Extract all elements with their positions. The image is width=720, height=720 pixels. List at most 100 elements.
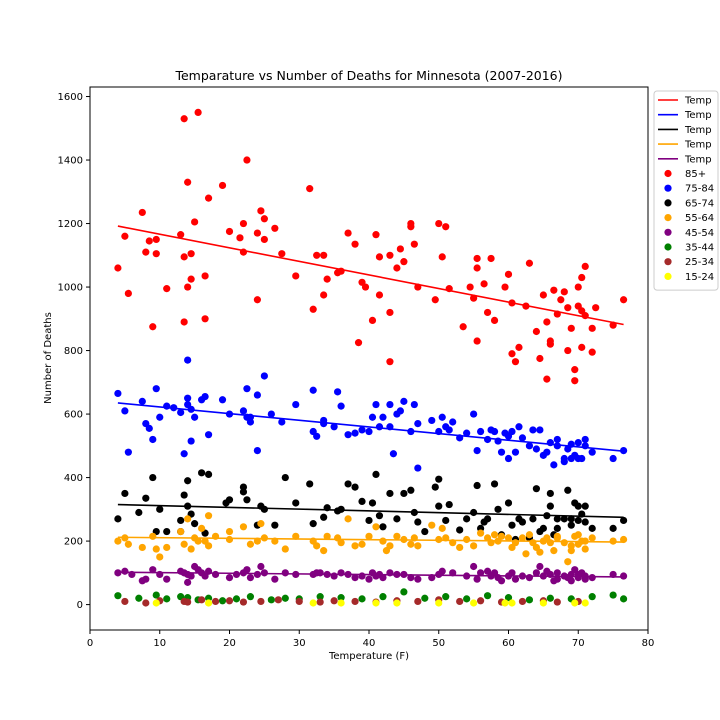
data-point xyxy=(316,569,324,577)
data-point xyxy=(191,218,199,226)
y-tick-label: 400 xyxy=(64,473,83,484)
data-point xyxy=(438,253,446,261)
data-point xyxy=(546,594,554,602)
y-tick-label: 200 xyxy=(64,537,83,548)
data-point xyxy=(564,346,572,355)
data-point xyxy=(204,542,213,550)
data-point xyxy=(553,569,561,577)
data-point xyxy=(184,178,192,186)
data-point xyxy=(163,575,171,583)
data-point xyxy=(149,323,157,331)
data-point xyxy=(400,397,408,405)
trend-line xyxy=(117,225,624,326)
data-point xyxy=(431,483,439,491)
data-point xyxy=(372,470,380,479)
data-point xyxy=(536,426,544,434)
data-point xyxy=(149,532,157,540)
data-point xyxy=(483,515,492,523)
data-point xyxy=(372,599,380,607)
data-point xyxy=(135,594,143,602)
data-point xyxy=(292,532,300,540)
data-point xyxy=(271,521,279,529)
data-point xyxy=(194,537,202,545)
data-point xyxy=(246,540,255,548)
data-point xyxy=(260,505,268,513)
data-point xyxy=(232,570,241,579)
data-point xyxy=(257,207,265,215)
data-point xyxy=(473,264,481,272)
data-point xyxy=(473,337,481,345)
data-point xyxy=(253,296,261,304)
data-point xyxy=(180,540,188,548)
x-tick-label: 80 xyxy=(642,638,655,649)
data-point xyxy=(438,413,446,421)
data-point xyxy=(330,597,338,605)
x-axis-label: Temperature (F) xyxy=(328,651,409,662)
data-point xyxy=(379,523,387,531)
data-point xyxy=(431,296,439,304)
data-point xyxy=(532,485,541,493)
data-point xyxy=(149,435,157,444)
data-point xyxy=(564,486,572,494)
data-point xyxy=(375,291,384,299)
data-point xyxy=(619,296,628,304)
data-point xyxy=(400,588,408,596)
data-point xyxy=(358,426,366,434)
data-point xyxy=(435,219,443,228)
data-point xyxy=(225,527,234,536)
data-point xyxy=(379,574,387,582)
data-point xyxy=(372,231,380,239)
data-point xyxy=(375,253,384,261)
chart-title: Temparature vs Number of Deaths for Minn… xyxy=(174,68,562,83)
data-point xyxy=(313,251,321,259)
data-point xyxy=(396,407,404,415)
y-axis-label: Number of Deaths xyxy=(43,312,54,404)
data-point xyxy=(619,572,628,580)
data-point xyxy=(553,598,561,606)
data-point xyxy=(149,566,157,574)
x-tick-label: 10 xyxy=(153,638,166,649)
legend: Temp Temp Temp Temp Temp 85+ 75-84 65-74 55-64 45… xyxy=(653,90,719,291)
data-point xyxy=(463,429,471,437)
data-point xyxy=(414,542,422,550)
data-point xyxy=(330,423,338,431)
data-point xyxy=(518,597,527,606)
data-point xyxy=(386,308,394,317)
data-point xyxy=(177,527,185,536)
data-point xyxy=(470,562,478,571)
data-point xyxy=(344,515,352,523)
data-point xyxy=(306,480,314,488)
data-point xyxy=(309,305,317,313)
data-point xyxy=(550,461,558,469)
data-point xyxy=(463,535,471,544)
data-point xyxy=(114,515,122,523)
data-point xyxy=(177,408,185,417)
legend-label: 35-44 xyxy=(685,243,714,254)
data-point xyxy=(368,413,377,421)
data-point xyxy=(187,250,195,258)
data-point xyxy=(543,448,551,456)
data-point xyxy=(239,598,248,606)
data-point xyxy=(463,515,471,523)
data-point xyxy=(246,593,255,601)
data-point xyxy=(389,450,398,458)
data-point xyxy=(470,508,478,517)
data-point xyxy=(361,283,370,291)
data-point xyxy=(281,545,289,553)
data-point xyxy=(571,377,579,385)
data-point xyxy=(532,569,541,577)
data-point xyxy=(588,593,596,601)
data-point xyxy=(511,448,520,456)
data-point xyxy=(445,500,453,509)
data-point xyxy=(400,489,408,498)
data-point xyxy=(114,389,122,398)
y-tick-label: 600 xyxy=(64,410,83,421)
data-point xyxy=(525,574,534,582)
data-point xyxy=(567,577,575,585)
data-point xyxy=(414,419,422,428)
trend-line xyxy=(117,571,624,578)
data-point xyxy=(581,262,589,271)
data-point xyxy=(351,542,359,550)
legend-dot-swatch xyxy=(664,214,672,222)
legend-label: 85+ xyxy=(685,169,706,180)
